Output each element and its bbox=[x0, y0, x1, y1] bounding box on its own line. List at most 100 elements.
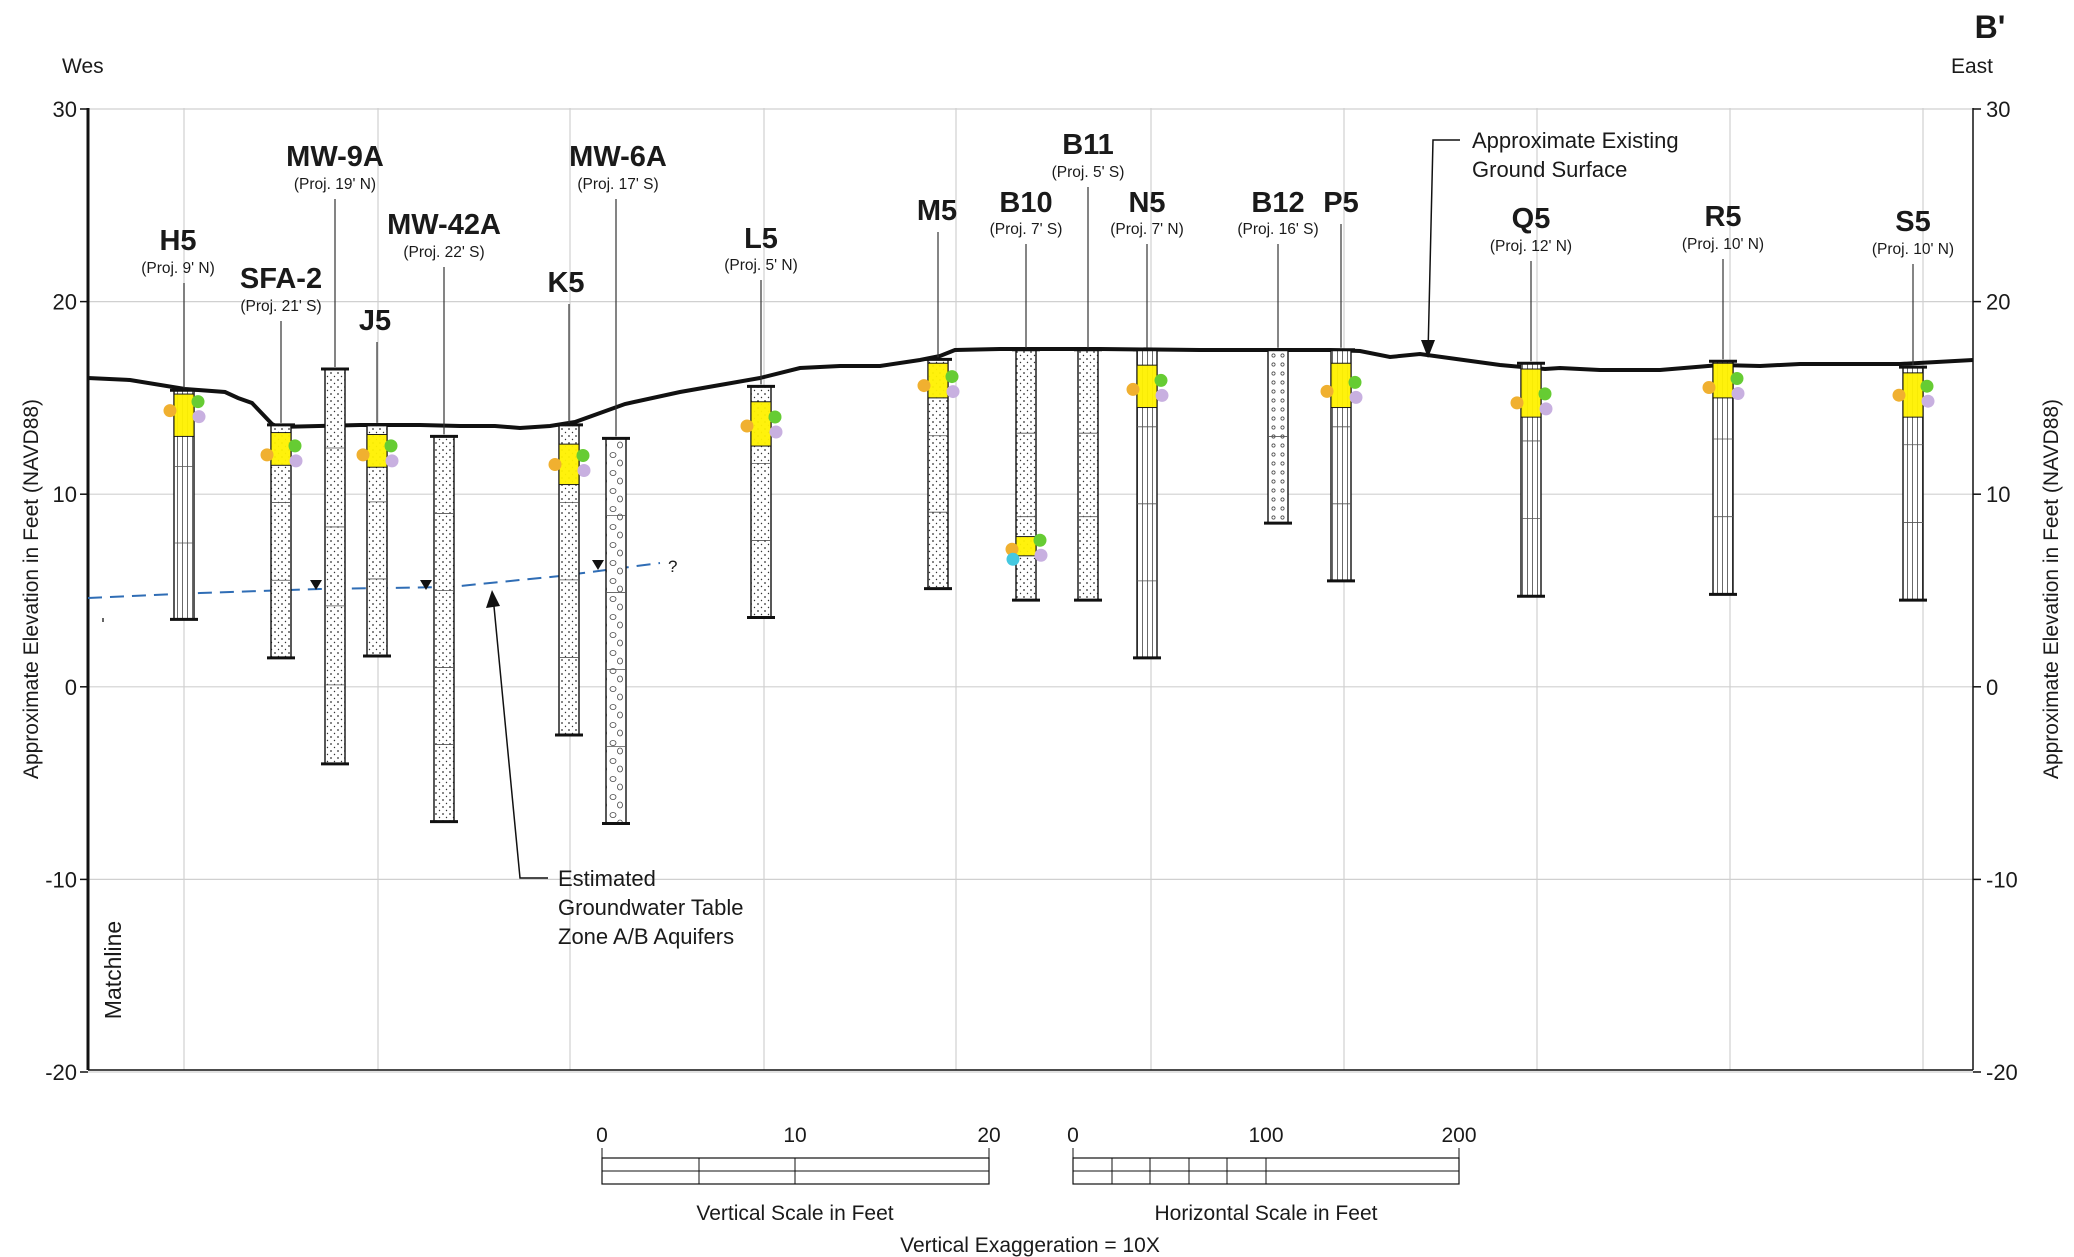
boring-name: S5 bbox=[1895, 206, 1930, 238]
sample-dot-lilac bbox=[1034, 548, 1048, 562]
sample-interval bbox=[1902, 372, 1924, 418]
sample-dot-lilac bbox=[385, 454, 399, 468]
boring-projection: (Proj. 10' N) bbox=[1872, 241, 1954, 258]
ground-surface-arrowhead bbox=[1421, 340, 1435, 358]
sample-dot-lilac bbox=[289, 454, 303, 468]
sample-dot-green bbox=[1538, 387, 1552, 401]
boring-projection: (Proj. 10' N) bbox=[1682, 236, 1764, 253]
sample-dot-green bbox=[768, 410, 782, 424]
vertical-scale-label: Vertical Scale in Feet bbox=[696, 1202, 893, 1225]
y-tick-label-right: -20 bbox=[1986, 1060, 2018, 1085]
vscale-tick-20: 20 bbox=[977, 1124, 1000, 1147]
sample-dot-lilac bbox=[946, 385, 960, 399]
boring-projection: (Proj. 12' N) bbox=[1490, 238, 1572, 255]
y-tick-label-right: -10 bbox=[1986, 867, 2018, 892]
boring-projection: (Proj. 16' S) bbox=[1237, 221, 1318, 238]
sample-interval bbox=[366, 433, 388, 468]
boring-s5: S5 (Proj. 10' N) bbox=[1872, 206, 1954, 602]
sample-dot-lilac bbox=[1731, 386, 1745, 400]
y-ticks: 30 30 20 20 10 10 0 0 -10 -10 -20 -20 bbox=[45, 97, 2018, 1085]
boring-q5: Q5 (Proj. 12' N) bbox=[1490, 203, 1572, 598]
sample-dot-orange bbox=[1702, 380, 1716, 394]
boring-name: SFA-2 bbox=[240, 263, 322, 295]
sample-dot-orange bbox=[1126, 382, 1140, 396]
section-id: B' bbox=[1975, 9, 2006, 45]
boring-name: MW-6A bbox=[569, 141, 667, 173]
boring-column bbox=[605, 437, 627, 825]
sample-interval bbox=[927, 362, 949, 399]
groundwater-annotation-line1: Estimated bbox=[558, 866, 656, 891]
boring-mw-42a: MW-42A (Proj. 22' S) bbox=[387, 209, 501, 824]
y-tick-label-left: 0 bbox=[65, 675, 77, 700]
groundwater-leader bbox=[492, 595, 548, 879]
sample-dot-green bbox=[1348, 375, 1362, 389]
boring-m5: M5 bbox=[917, 195, 960, 591]
sample-interval bbox=[750, 401, 772, 447]
sample-interval bbox=[1015, 536, 1037, 557]
west-label: Wes bbox=[62, 55, 104, 78]
y-tick-label-left: -20 bbox=[45, 1060, 77, 1085]
boring-b12: B12 (Proj. 16' S) bbox=[1237, 187, 1319, 525]
y-tick-label-right: 20 bbox=[1986, 290, 2010, 315]
y-tick-label-right: 0 bbox=[1986, 675, 1998, 700]
sample-dot-green bbox=[384, 439, 398, 453]
sample-dot-green bbox=[576, 449, 590, 463]
boring-mw-9a: MW-9A (Proj. 19' N) bbox=[286, 141, 384, 766]
sample-dot-orange bbox=[917, 379, 931, 393]
boring-projection: (Proj. 22' S) bbox=[403, 244, 484, 261]
sample-interval bbox=[1520, 368, 1542, 418]
vscale-tick-10: 10 bbox=[783, 1124, 806, 1147]
sample-dot-orange bbox=[1320, 384, 1334, 398]
boring-projection: (Proj. 9' N) bbox=[141, 260, 215, 277]
boring-projection: (Proj. 5' S) bbox=[1052, 164, 1125, 181]
groundwater-annotation-line3: Zone A/B Aquifers bbox=[558, 924, 734, 949]
sample-interval bbox=[558, 443, 580, 486]
boring-name: N5 bbox=[1128, 187, 1165, 219]
hscale-tick-100: 100 bbox=[1248, 1124, 1283, 1147]
hscale-tick-200: 200 bbox=[1441, 1124, 1476, 1147]
sample-dot-lilac bbox=[577, 464, 591, 478]
boring-name: J5 bbox=[359, 305, 391, 337]
sample-dot-lilac bbox=[769, 425, 783, 439]
sample-dot-green bbox=[1154, 373, 1168, 387]
y-tick-label-right: 30 bbox=[1986, 97, 2010, 122]
boring-projection: (Proj. 7' S) bbox=[990, 221, 1063, 238]
sample-dot-green bbox=[1920, 379, 1934, 393]
vscale-tick-0: 0 bbox=[596, 1124, 608, 1147]
sample-dot-orange bbox=[1005, 542, 1019, 556]
y-tick-label-right: 10 bbox=[1986, 482, 2010, 507]
sample-dot-orange bbox=[356, 448, 370, 462]
boring-column bbox=[1077, 349, 1099, 601]
y-tick-label-left: 20 bbox=[53, 290, 77, 315]
sample-dot-lilac bbox=[1921, 394, 1935, 408]
groundwater-question: ? bbox=[668, 557, 677, 576]
sample-interval bbox=[1330, 362, 1352, 409]
sample-dot-lilac bbox=[1349, 390, 1363, 404]
boring-name: Q5 bbox=[1512, 203, 1551, 235]
boring-projection: (Proj. 7' N) bbox=[1110, 221, 1184, 238]
sample-dot-cyan bbox=[1006, 552, 1020, 566]
boring-b11: B11 (Proj. 5' S) bbox=[1052, 129, 1125, 602]
hscale-tick-0: 0 bbox=[1067, 1124, 1079, 1147]
boring-mw-6a: MW-6A (Proj. 17' S) bbox=[569, 141, 667, 826]
water-level-markers bbox=[310, 560, 604, 590]
east-label: East bbox=[1951, 55, 1993, 78]
sample-dot-green bbox=[191, 395, 205, 409]
sample-dot-green bbox=[945, 370, 959, 384]
boring-name: B12 bbox=[1251, 187, 1304, 219]
sample-dot-green bbox=[288, 439, 302, 453]
boring-l5: L5 (Proj. 5' N) bbox=[724, 223, 798, 619]
y-tick-label-left: 30 bbox=[53, 97, 77, 122]
sample-interval bbox=[1136, 364, 1158, 409]
boring-name: MW-42A bbox=[387, 209, 501, 241]
ground-surface-annotation-line1: Approximate Existing bbox=[1472, 128, 1679, 153]
sample-interval bbox=[270, 432, 292, 466]
vertical-scale-bar: 0 10 20 Vertical Scale in Feet bbox=[596, 1124, 1001, 1225]
boring-j5: J5 bbox=[356, 305, 399, 658]
boring-column bbox=[1015, 349, 1037, 601]
ground-surface-annotation-line2: Ground Surface bbox=[1472, 157, 1627, 182]
boring-k5: K5 bbox=[547, 267, 591, 737]
boring-p5: P5 bbox=[1320, 187, 1363, 583]
y-axis-label-right: Approximate Elevation in Feet (NAVD88) bbox=[2040, 399, 2063, 779]
boring-name: R5 bbox=[1704, 201, 1741, 233]
